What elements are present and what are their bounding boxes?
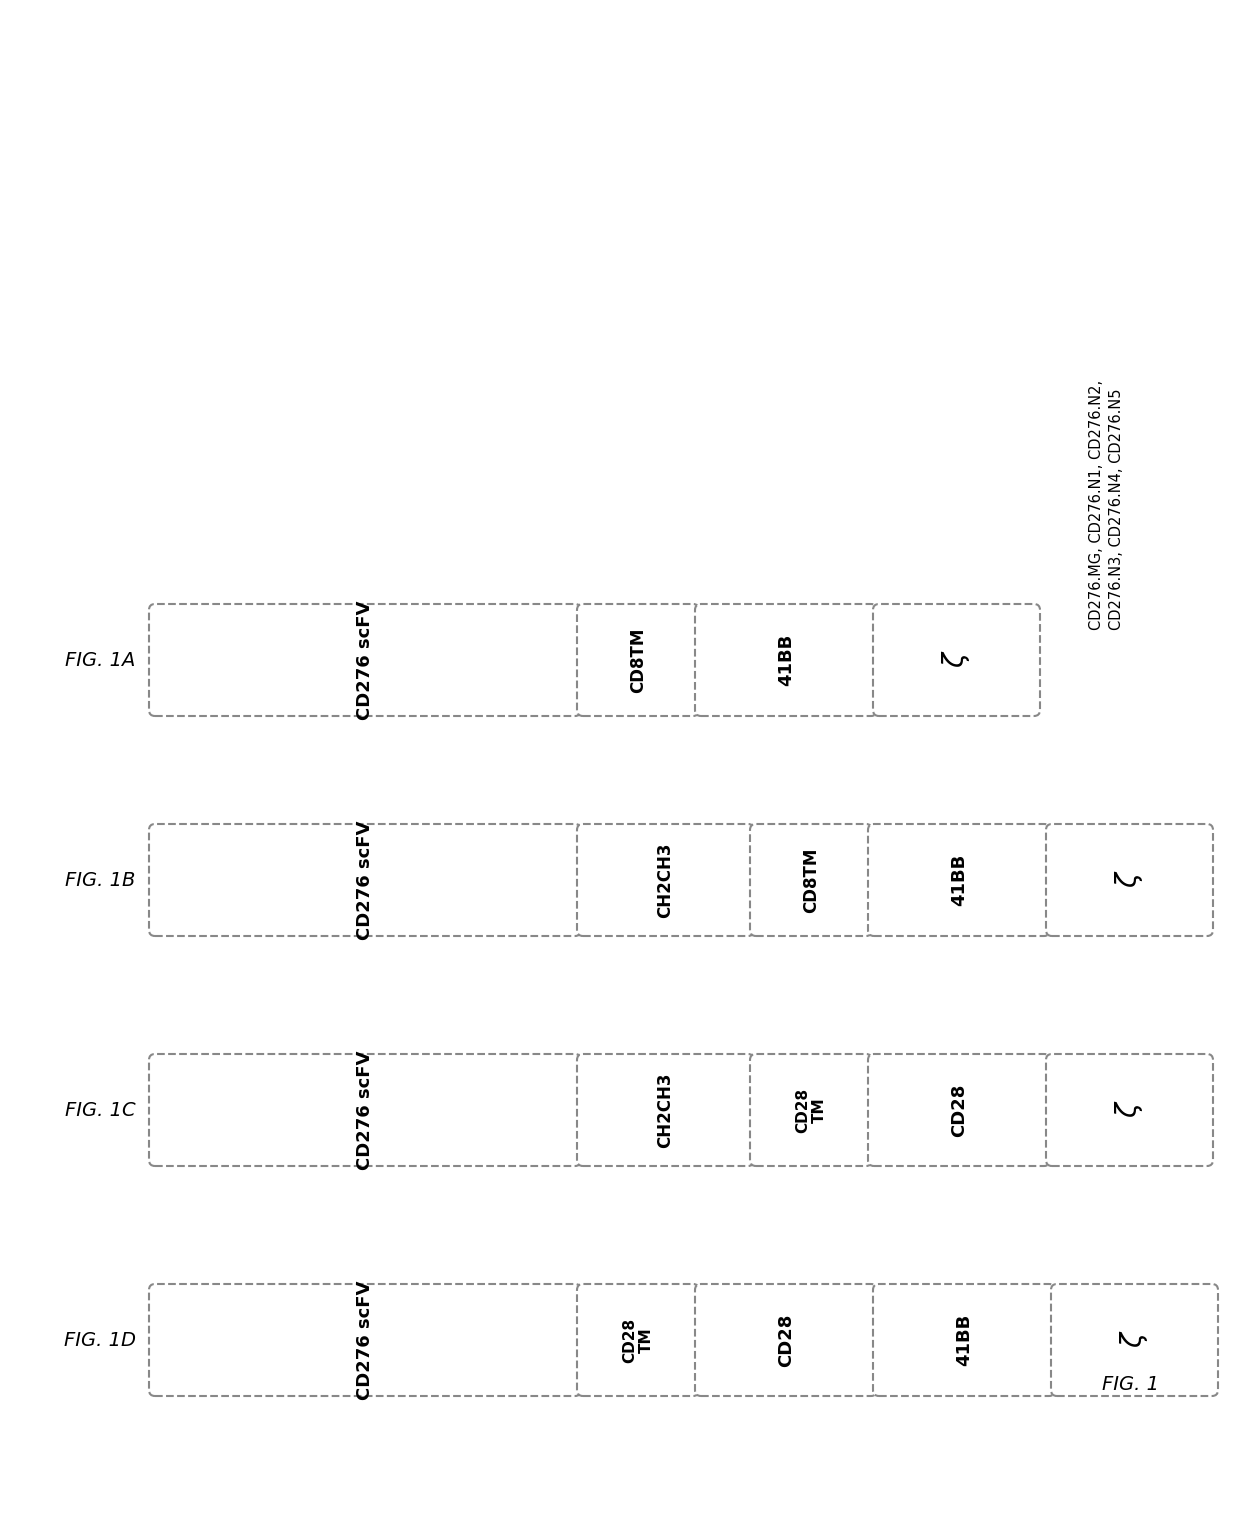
FancyBboxPatch shape	[750, 824, 872, 936]
Text: CD276.MG, CD276.N1, CD276.N2,
CD276.N3, CD276.N4, CD276.N5: CD276.MG, CD276.N1, CD276.N2, CD276.N3, …	[1089, 380, 1123, 630]
Text: CD28
TM: CD28 TM	[621, 1317, 655, 1363]
Text: CH2CH3: CH2CH3	[656, 1072, 675, 1147]
FancyBboxPatch shape	[149, 1053, 582, 1166]
FancyBboxPatch shape	[149, 604, 582, 716]
Text: 41BB: 41BB	[955, 1314, 973, 1366]
FancyBboxPatch shape	[873, 604, 1040, 716]
Text: ζ: ζ	[1121, 1332, 1148, 1348]
Text: CD276 scFV: CD276 scFV	[356, 601, 374, 719]
Text: CH2CH3: CH2CH3	[656, 842, 675, 918]
FancyBboxPatch shape	[868, 1053, 1050, 1166]
Text: FIG. 1: FIG. 1	[1101, 1375, 1158, 1395]
Text: FIG. 1A: FIG. 1A	[64, 650, 135, 670]
FancyBboxPatch shape	[577, 1053, 754, 1166]
FancyBboxPatch shape	[149, 824, 582, 936]
Text: ζ: ζ	[1116, 873, 1143, 887]
FancyBboxPatch shape	[868, 824, 1050, 936]
Text: CD276 scFV: CD276 scFV	[356, 821, 374, 939]
Text: CD276 scFV: CD276 scFV	[356, 1280, 374, 1400]
Text: 41BB: 41BB	[950, 853, 968, 906]
FancyBboxPatch shape	[149, 1284, 582, 1395]
FancyBboxPatch shape	[577, 604, 699, 716]
Text: CD28
TM: CD28 TM	[795, 1087, 827, 1132]
FancyBboxPatch shape	[577, 1284, 699, 1395]
FancyBboxPatch shape	[694, 1284, 877, 1395]
Text: 41BB: 41BB	[777, 634, 795, 687]
Text: CD8TM: CD8TM	[802, 847, 820, 913]
FancyBboxPatch shape	[1047, 824, 1213, 936]
FancyBboxPatch shape	[1047, 1053, 1213, 1166]
FancyBboxPatch shape	[694, 604, 877, 716]
FancyBboxPatch shape	[1052, 1284, 1218, 1395]
FancyBboxPatch shape	[873, 1284, 1055, 1395]
Text: CD8TM: CD8TM	[629, 627, 647, 693]
Text: CD276 scFV: CD276 scFV	[356, 1050, 374, 1170]
Text: FIG. 1C: FIG. 1C	[64, 1101, 135, 1120]
Text: CD28: CD28	[950, 1083, 968, 1137]
Text: FIG. 1D: FIG. 1D	[64, 1331, 136, 1349]
Text: ζ: ζ	[1116, 1103, 1143, 1118]
Text: CD28: CD28	[777, 1314, 795, 1366]
Text: ζ: ζ	[942, 653, 971, 667]
Text: FIG. 1B: FIG. 1B	[64, 870, 135, 890]
FancyBboxPatch shape	[750, 1053, 872, 1166]
FancyBboxPatch shape	[577, 824, 754, 936]
